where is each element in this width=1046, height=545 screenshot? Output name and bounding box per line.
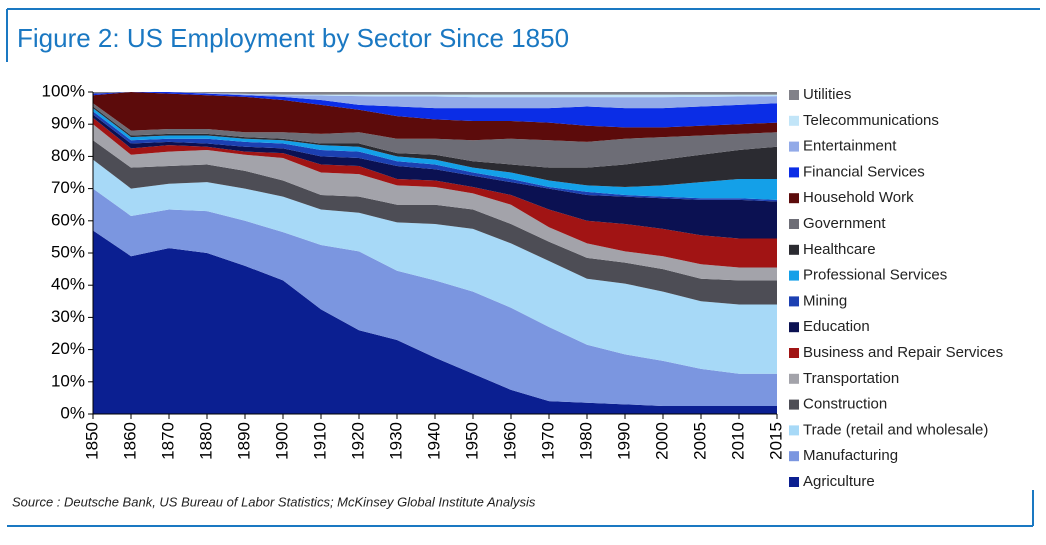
legend-label: Construction: [803, 396, 887, 413]
area: [93, 92, 777, 128]
legend-swatch: [789, 477, 799, 487]
legend-swatch: [789, 399, 799, 410]
legend-swatch: [789, 451, 799, 462]
x-tick-label: 1970: [538, 422, 557, 460]
y-tick-label: 100%: [42, 81, 85, 100]
legend-label: Education: [803, 318, 870, 335]
legend-label: Trade (retail and wholesale): [803, 421, 988, 438]
legend-label: Mining: [803, 292, 847, 309]
legend-swatch: [789, 141, 799, 152]
legend-swatch: [789, 322, 799, 333]
y-tick-label: 20%: [51, 339, 85, 358]
legend-label: Professional Services: [803, 267, 947, 284]
area: [93, 103, 777, 168]
legend-swatch: [789, 348, 799, 358]
area: [93, 92, 777, 109]
legend-label: Business and Repair Services: [803, 344, 1003, 361]
y-tick-label: 50%: [51, 242, 85, 261]
legend-label: Healthcare: [803, 241, 876, 258]
area: [93, 188, 777, 406]
x-tick-label: 1910: [310, 422, 329, 460]
legend-swatch: [789, 244, 799, 255]
x-tick-label: 1880: [196, 422, 215, 460]
legend-label: Transportation: [803, 370, 899, 387]
legend-swatch: [789, 296, 799, 307]
x-tick-label: 1930: [386, 422, 405, 460]
legend-label: Government: [803, 215, 886, 232]
legend-swatch: [789, 193, 799, 204]
area: [93, 92, 777, 142]
y-tick-label: 40%: [51, 275, 85, 294]
y-tick-label: 0%: [60, 403, 85, 422]
x-tick-label: 1990: [614, 422, 633, 460]
legend-label: Entertainment: [803, 138, 897, 155]
x-tick-label: 1870: [158, 422, 177, 460]
legend-label: Household Work: [803, 189, 914, 206]
x-tick-label: 1920: [348, 422, 367, 460]
y-tick-label: 70%: [51, 178, 85, 197]
y-tick-label: 60%: [51, 210, 85, 229]
x-tick-label: 1950: [462, 422, 481, 460]
area: [93, 230, 777, 414]
x-tick-label: 1900: [272, 422, 291, 460]
legend-swatch: [789, 167, 799, 178]
legend-label: Financial Services: [803, 163, 925, 180]
x-tick-label: 1890: [234, 422, 253, 460]
legend-swatch: [789, 219, 799, 229]
x-tick-label: 2005: [690, 422, 709, 460]
y-tick-label: 80%: [51, 146, 85, 165]
x-tick-label: 1850: [82, 422, 101, 460]
legend-swatch: [789, 90, 799, 100]
area: [93, 140, 777, 305]
x-tick-label: 2000: [652, 422, 671, 460]
x-tick-label: 1860: [120, 422, 139, 460]
area: [93, 114, 777, 239]
area: [93, 92, 777, 95]
area: [93, 106, 777, 187]
legend-swatch: [789, 373, 799, 384]
legend-label: Utilities: [803, 86, 851, 103]
x-tick-label: 1940: [424, 422, 443, 460]
legend-swatch: [789, 270, 799, 281]
x-tick-label: 1980: [576, 422, 595, 460]
area: [93, 92, 777, 98]
legend-label: Agriculture: [803, 473, 875, 490]
legend-label: Telecommunications: [803, 112, 939, 129]
y-tick-label: 30%: [51, 307, 85, 326]
area: [93, 159, 777, 374]
x-tick-label: 1960: [500, 422, 519, 460]
legend-label: Manufacturing: [803, 447, 898, 464]
chart-title: Figure 2: US Employment by Sector Since …: [17, 23, 569, 53]
y-tick-label: 10%: [51, 371, 85, 390]
area: [93, 108, 777, 200]
x-tick-label: 2010: [728, 422, 747, 460]
legend-swatch: [789, 425, 799, 436]
source-note: Source : Deutsche Bank, US Bureau of Lab…: [12, 494, 536, 509]
y-tick-label: 90%: [51, 114, 85, 133]
x-tick-label: 2015: [766, 422, 785, 460]
area: [93, 124, 777, 281]
area: [93, 117, 777, 268]
legend-swatch: [789, 115, 799, 126]
